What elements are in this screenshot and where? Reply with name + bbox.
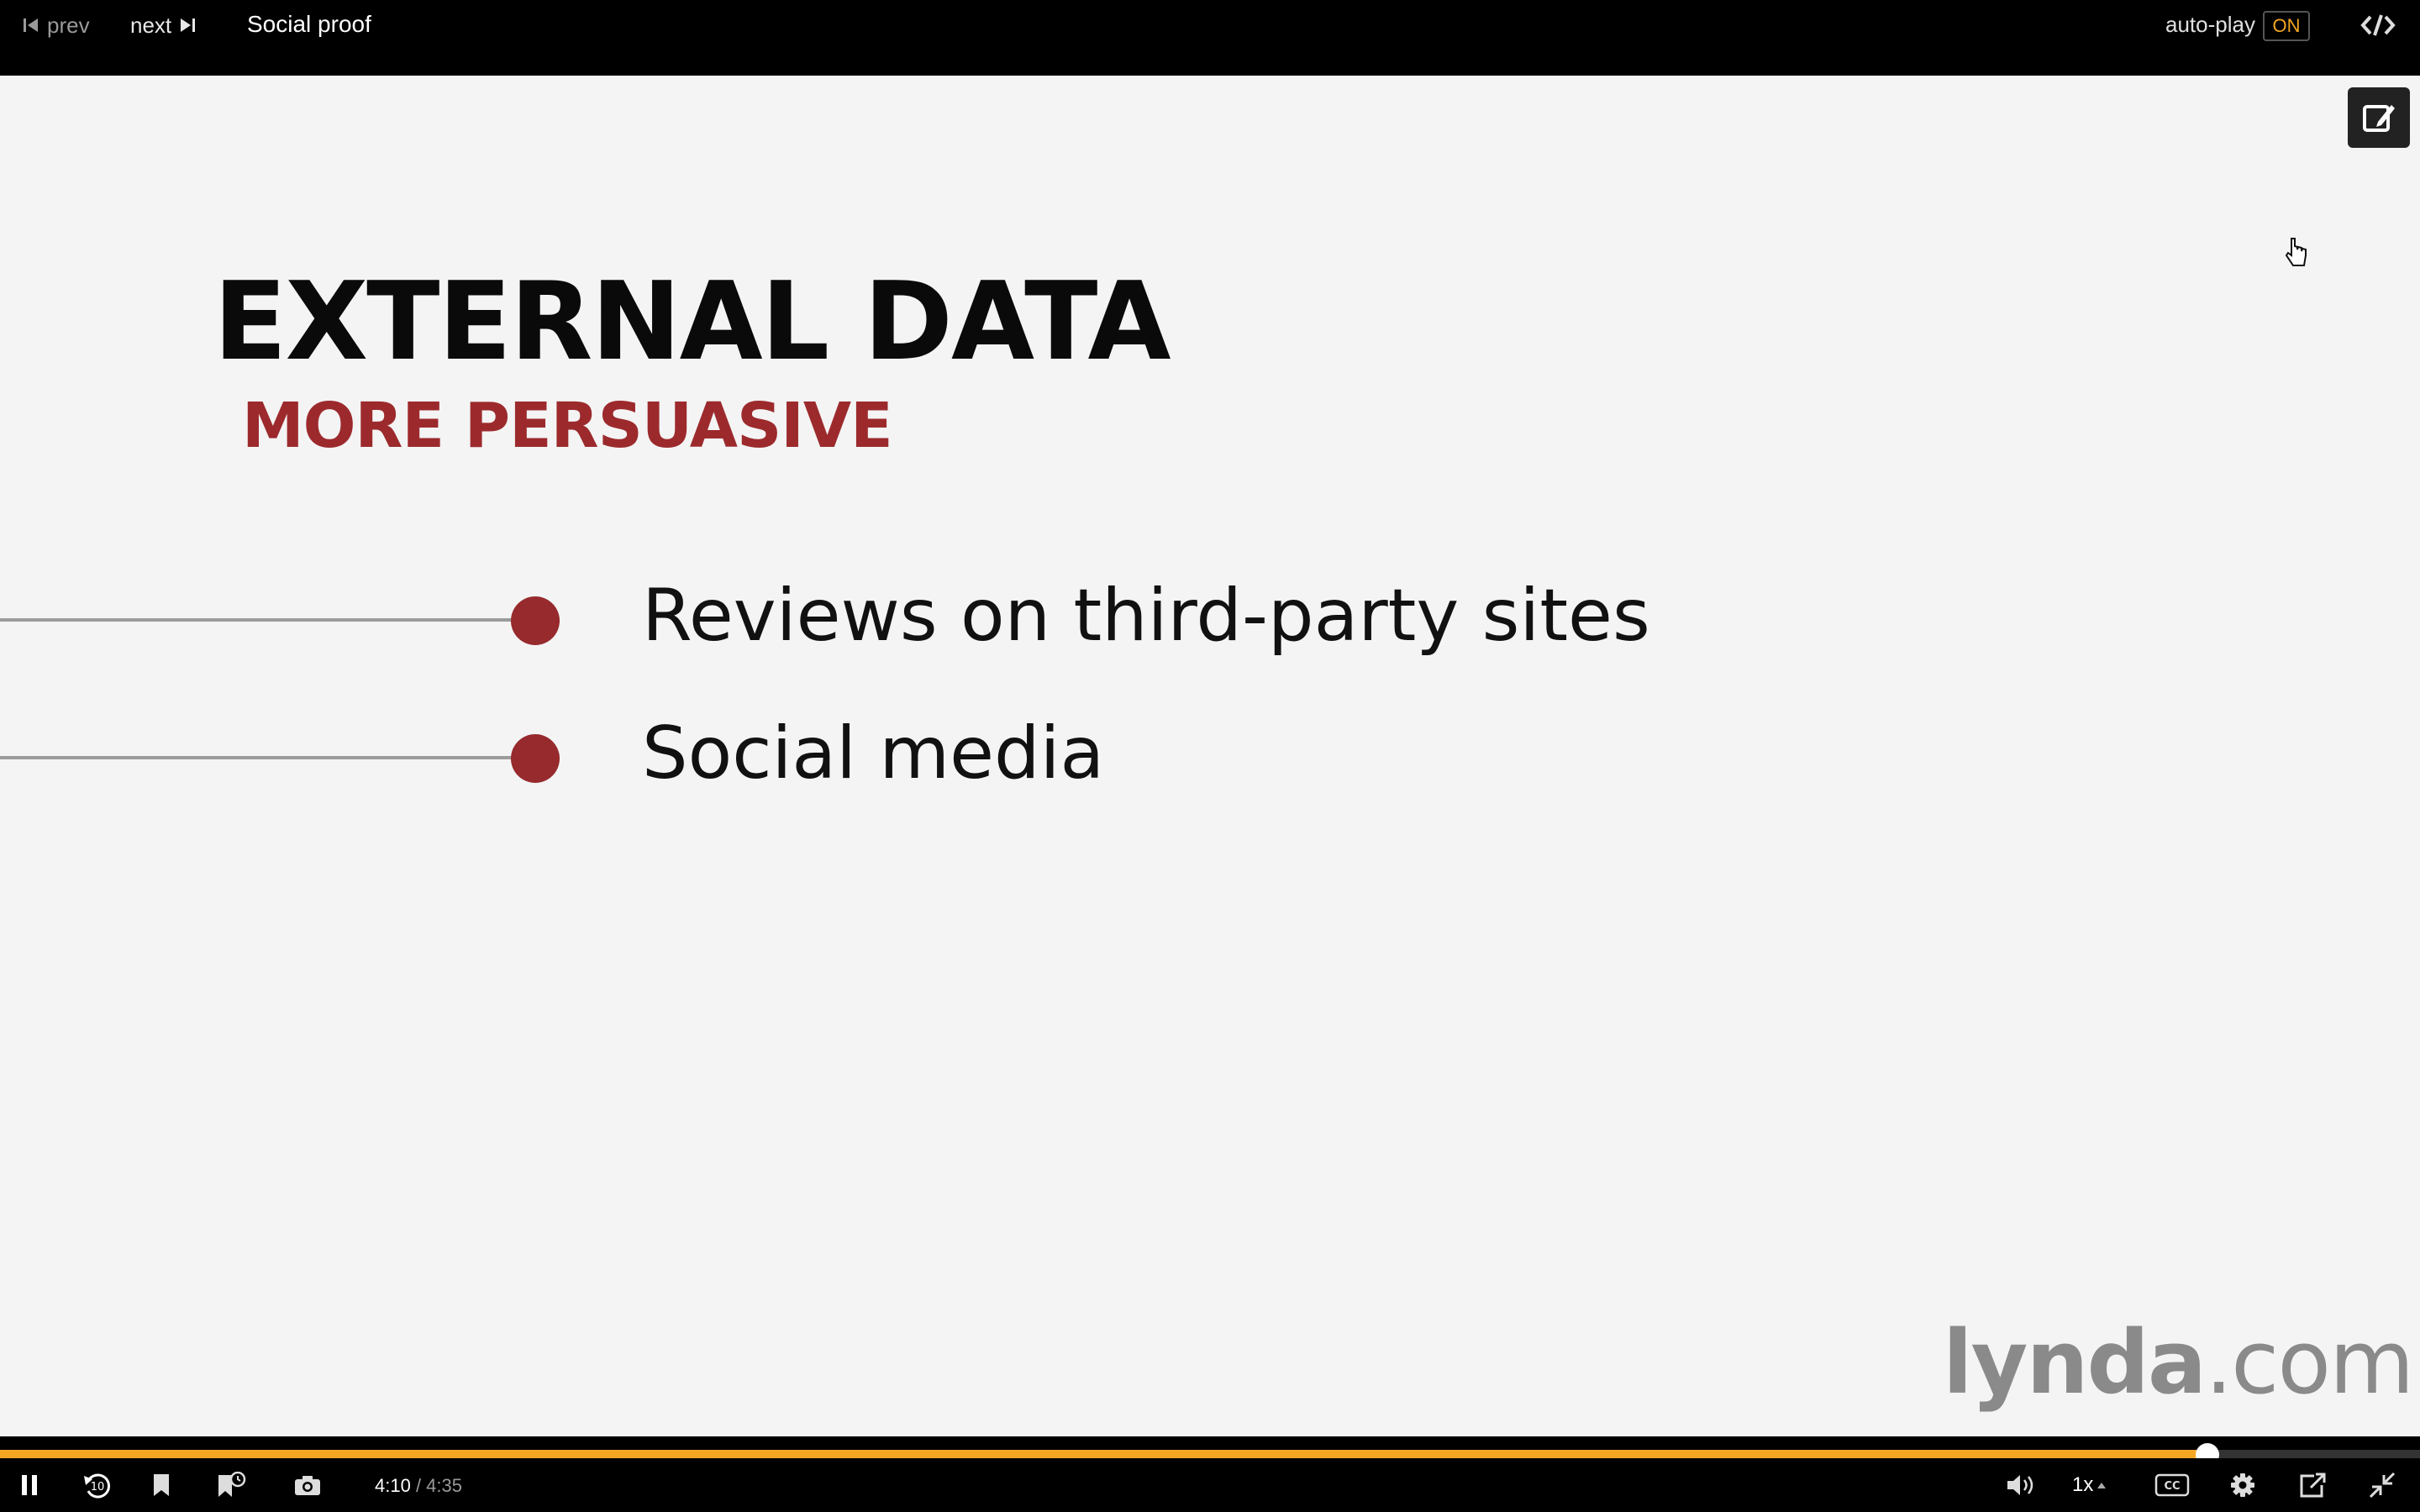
gear-icon: [2231, 1473, 2254, 1497]
exit-fullscreen-button[interactable]: [2365, 1467, 2400, 1504]
autoplay-label: auto-play: [2165, 12, 2255, 37]
bullet-item: Reviews on third-party sites: [642, 574, 1650, 658]
slide-subheading: MORE PERSUASIVE: [242, 390, 893, 462]
speed-label: 1x: [2072, 1473, 2094, 1496]
bookmark-button[interactable]: [148, 1467, 175, 1504]
current-time: 4:10: [375, 1475, 411, 1496]
settings-button[interactable]: [2225, 1467, 2260, 1504]
code-icon: [2360, 14, 2396, 36]
volume-icon: [2007, 1475, 2033, 1495]
camera-icon: [295, 1476, 320, 1495]
pause-button[interactable]: [15, 1467, 44, 1504]
cc-icon: CC: [2154, 1473, 2190, 1497]
bookmarks-list-button[interactable]: [215, 1467, 247, 1504]
slide-heading: EXTERNAL DATA: [213, 260, 1171, 385]
caret-up-icon: [2097, 1483, 2107, 1488]
video-frame[interactable]: EXTERNAL DATA MORE PERSUASIVE Reviews on…: [0, 76, 2420, 1436]
next-label: next: [130, 12, 172, 38]
bookmark-icon: [154, 1474, 169, 1496]
skip-forward-icon: [181, 18, 196, 32]
video-title: Social proof: [247, 11, 371, 37]
svg-text:CC: CC: [2164, 1480, 2180, 1493]
volume-button[interactable]: [2003, 1467, 2040, 1504]
popout-icon: [2300, 1473, 2326, 1498]
bullet-item: Social media: [642, 711, 1105, 795]
popout-button[interactable]: [2296, 1467, 2331, 1504]
progress-fill: [0, 1450, 2207, 1458]
rewind-10-icon: 10: [84, 1473, 111, 1499]
next-button[interactable]: next: [130, 12, 197, 39]
bullet-dot: [511, 596, 560, 645]
bullet-connector: [0, 756, 514, 759]
lynda-logo: lynda.com: [1943, 1311, 2414, 1414]
total-time: 4:35: [426, 1475, 462, 1496]
rewind-10-button[interactable]: 10: [79, 1467, 116, 1504]
pause-icon: [22, 1475, 37, 1495]
bullet-connector: [0, 618, 514, 622]
svg-text:10: 10: [91, 1481, 105, 1494]
player-controls: 10 4:10 / 4:35 1x C: [0, 1458, 2420, 1512]
snapshot-button[interactable]: [291, 1467, 324, 1504]
notes-button[interactable]: [2348, 87, 2410, 148]
progress-bar[interactable]: [0, 1443, 2420, 1467]
exit-fullscreen-icon: [2369, 1472, 2396, 1499]
edit-note-icon: [2363, 105, 2395, 132]
speed-selector[interactable]: 1x: [2072, 1473, 2107, 1497]
skip-back-icon: [24, 18, 38, 32]
prev-button[interactable]: prev: [22, 12, 90, 39]
bookmark-clock-icon: [218, 1472, 246, 1497]
top-bar: prev next Social proof auto-play ON: [0, 0, 2420, 76]
prev-label: prev: [47, 12, 90, 38]
bullet-dot: [511, 734, 560, 783]
pointer-cursor-icon: [2285, 238, 2307, 266]
embed-button[interactable]: [2360, 8, 2396, 42]
time-display: 4:10 / 4:35: [375, 1475, 462, 1496]
captions-button[interactable]: CC: [2153, 1467, 2191, 1504]
autoplay-toggle[interactable]: ON: [2263, 11, 2310, 41]
